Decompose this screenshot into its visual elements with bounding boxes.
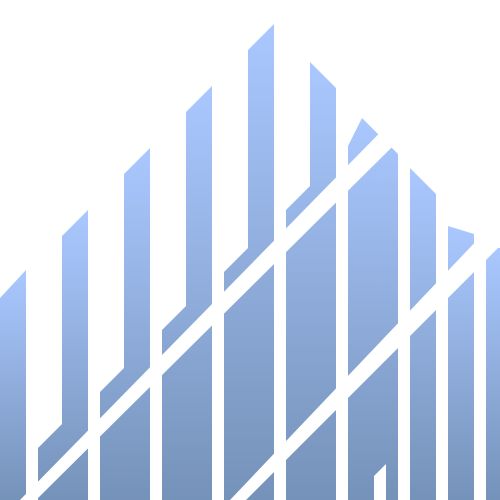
slot-10	[398, 238, 410, 290]
slot-7	[212, 420, 224, 470]
skyline-shape	[0, 270, 26, 500]
skyline-bar-1	[38, 210, 88, 500]
slot-2	[212, 272, 224, 410]
slot-12	[374, 464, 386, 500]
slot-11	[436, 378, 448, 500]
slot-3	[274, 210, 286, 350]
slot-group	[26, 146, 448, 500]
skyline-bar-4	[224, 24, 274, 500]
skyline-bar-3	[162, 86, 212, 500]
skyline-bar-7	[410, 168, 436, 500]
slot-6	[88, 400, 100, 475]
skyline-bar-6	[348, 118, 398, 500]
skyline-bar-2	[100, 148, 150, 500]
slot-1	[150, 340, 162, 470]
slot-9	[336, 300, 348, 350]
slot-4	[336, 146, 348, 288]
skyline-bar-9	[486, 248, 500, 500]
skyline-bar-5	[286, 62, 336, 500]
slot-8	[274, 362, 286, 412]
slot-13	[26, 463, 38, 500]
slot-5	[398, 168, 410, 228]
